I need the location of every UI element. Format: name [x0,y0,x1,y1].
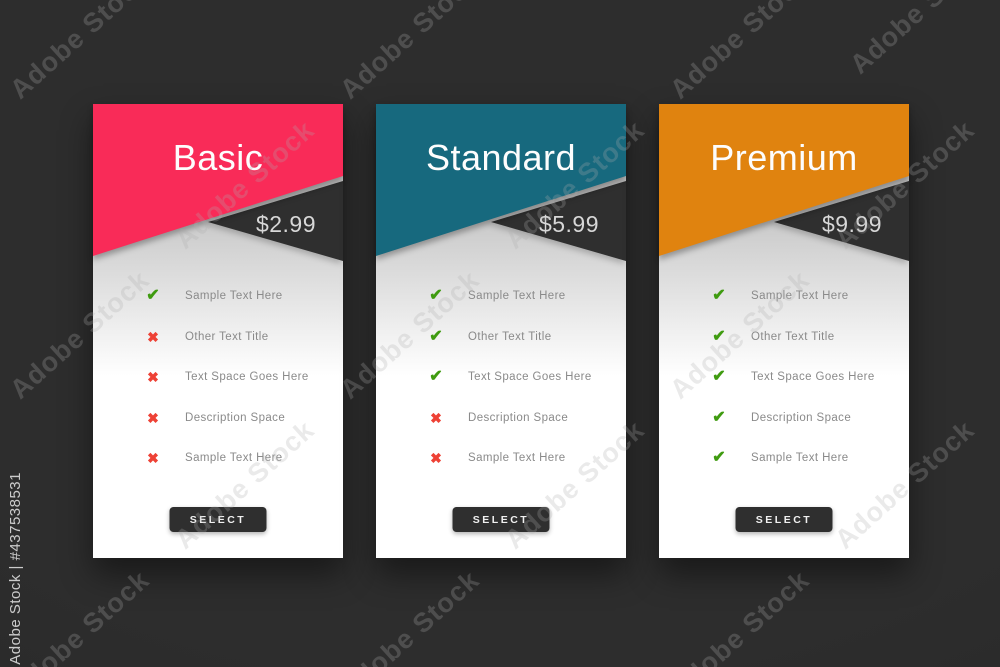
check-icon: ✔ [429,327,443,345]
check-icon: ✔ [429,287,443,305]
price-label: $9.99 [821,211,882,237]
feature-row: ✖ Text Space Goes Here [93,357,343,398]
feature-label: Sample Text Here [751,452,849,465]
feature-label: Sample Text Here [468,452,566,465]
feature-row: ✖ Description Space [93,398,343,439]
adobe-stock-watermark: Adobe Stock [844,0,996,80]
plan-title: Premium [710,137,858,178]
price-label: $5.99 [538,211,599,237]
feature-label: Description Space [751,411,852,424]
select-button[interactable]: SELECT [169,507,267,532]
cross-icon: ✖ [147,450,159,467]
card-header-banner: Standard [376,104,626,256]
plan-title: Basic [172,137,264,178]
select-button[interactable]: SELECT [452,507,550,532]
feature-label: Description Space [185,411,286,424]
cross-icon: ✖ [430,450,442,467]
feature-row: ✖ Other Text Title [93,317,343,358]
feature-label: Description Space [468,411,569,424]
feature-row: ✖ Sample Text Here [376,438,626,479]
check-icon: ✔ [712,408,726,426]
feature-label: Sample Text Here [751,290,849,303]
feature-label: Sample Text Here [185,290,283,303]
feature-label: Text Space Goes Here [751,371,875,384]
check-icon: ✔ [429,368,443,386]
feature-row: ✔ Text Space Goes Here [659,357,909,398]
check-icon: ✔ [712,368,726,386]
feature-row: ✔ Other Text Title [376,317,626,358]
feature-label: Text Space Goes Here [185,371,309,384]
feature-list: ✔ Sample Text Here ✔ Other Text Title ✔ Text … [376,276,626,479]
pricing-card-premium: $9.99 Premium ✔ Sample Text Here ✔ Other Te… [659,104,909,558]
cross-icon: ✖ [147,369,159,386]
feature-list: ✔ Sample Text Here ✖ Other Text Title ✖ Text … [93,276,343,479]
feature-label: Sample Text Here [185,452,283,465]
adobe-stock-watermark: Adobe Stock [664,0,816,105]
plan-title: Standard [425,137,577,178]
adobe-stock-watermark: Adobe Stock [4,564,156,667]
feature-label: Sample Text Here [468,290,566,303]
feature-label: Text Space Goes Here [468,371,592,384]
feature-row: ✔ Description Space [659,398,909,439]
pricing-card-basic: $2.99 Basic ✔ Sample Text Here ✖ Other Text… [93,104,343,558]
feature-label: Other Text Title [468,330,552,343]
check-icon: ✔ [712,449,726,467]
check-icon: ✔ [712,287,726,305]
feature-row: ✔ Text Space Goes Here [376,357,626,398]
feature-row: ✔ Sample Text Here [659,276,909,317]
check-icon: ✔ [146,287,160,305]
select-button[interactable]: SELECT [735,507,833,532]
feature-row: ✖ Description Space [376,398,626,439]
pricing-cards-row: $2.99 Basic ✔ Sample Text Here ✖ Other Text… [93,104,909,558]
check-icon: ✔ [712,327,726,345]
cross-icon: ✖ [147,328,159,345]
cross-icon: ✖ [147,409,159,426]
feature-row: ✔ Sample Text Here [376,276,626,317]
feature-list: ✔ Sample Text Here ✔ Other Text Title ✔ Text … [659,276,909,479]
adobe-stock-watermark: Adobe Stock [334,564,486,667]
feature-row: ✔ Sample Text Here [659,438,909,479]
adobe-stock-watermark: Adobe Stock [664,564,816,667]
feature-label: Other Text Title [185,330,269,343]
adobe-stock-watermark: Adobe Stock [334,0,486,105]
cross-icon: ✖ [430,409,442,426]
price-label: $2.99 [255,211,316,237]
feature-row: ✖ Sample Text Here [93,438,343,479]
card-header-banner: Basic [93,104,343,256]
card-header-banner: Premium [659,104,909,256]
pricing-card-standard: $5.99 Standard ✔ Sample Text Here ✔ Other T… [376,104,626,558]
feature-row: ✔ Sample Text Here [93,276,343,317]
stock-id-watermark: Adobe Stock | #437538531 [7,472,24,665]
feature-row: ✔ Other Text Title [659,317,909,358]
adobe-stock-watermark: Adobe Stock [4,0,156,105]
feature-label: Other Text Title [751,330,835,343]
